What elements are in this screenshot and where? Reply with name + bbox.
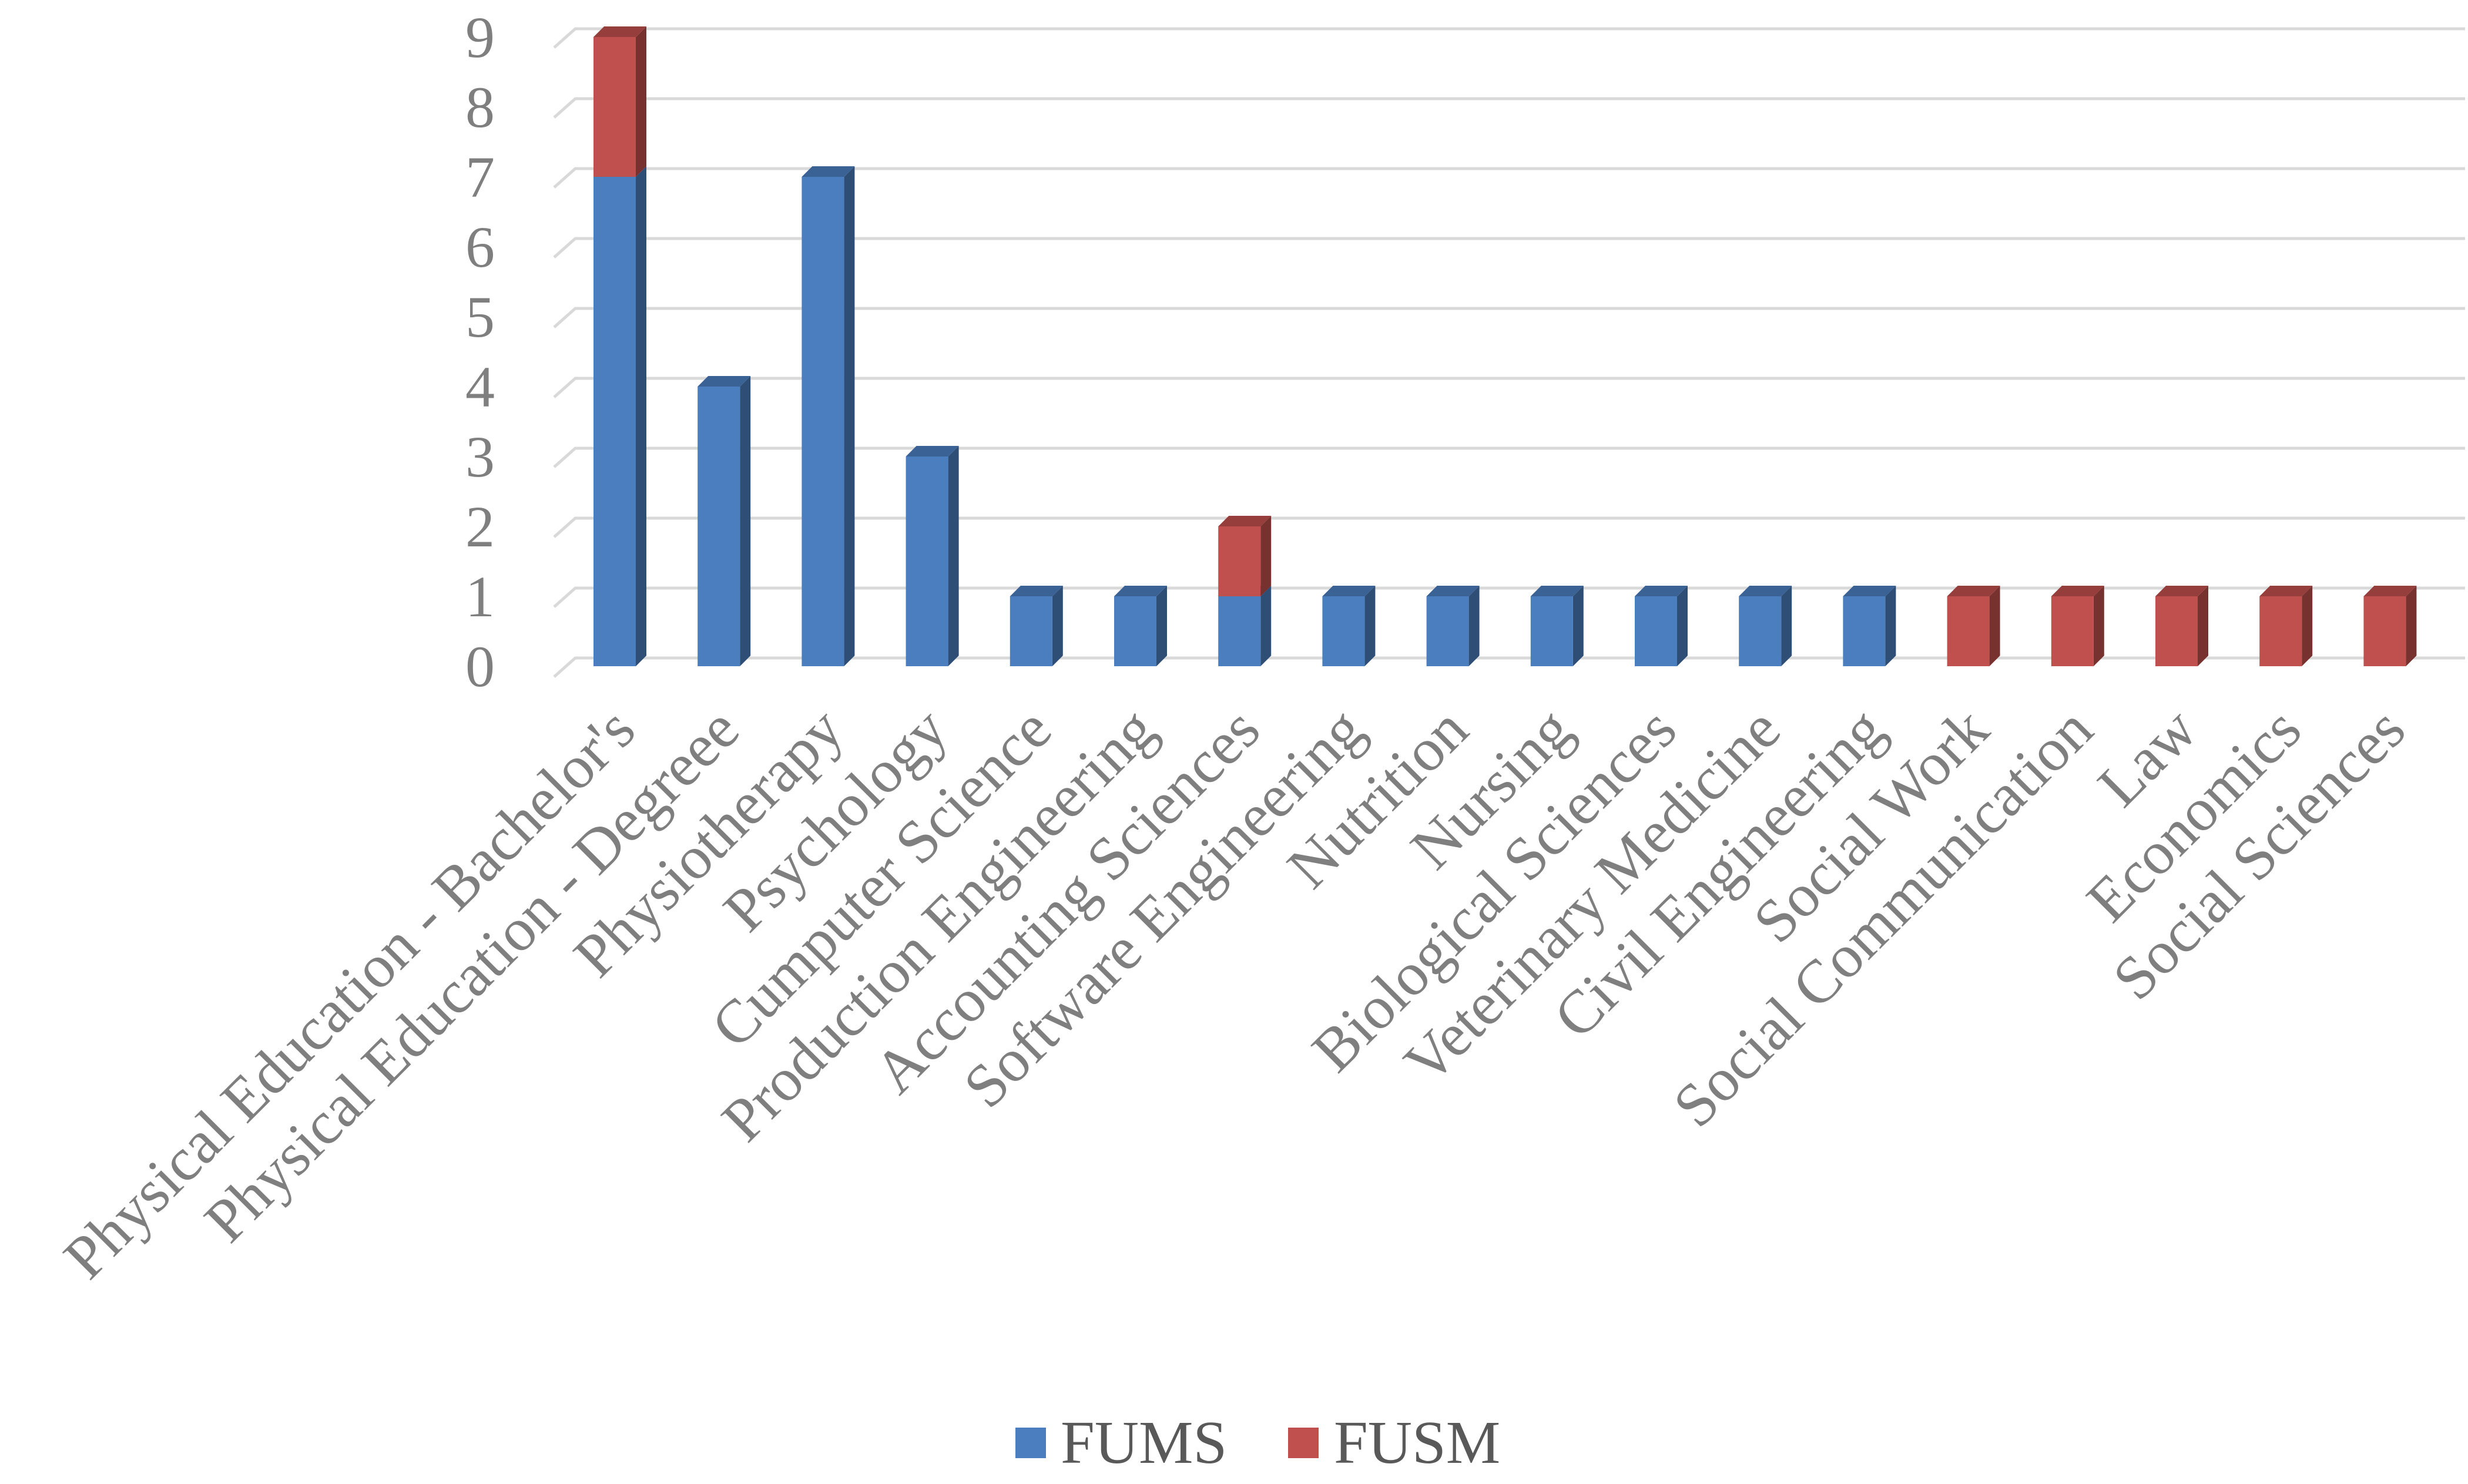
x-category-label: Physical Education - Bachelor's (51, 695, 648, 1292)
gridline (553, 307, 2465, 328)
bar-fums-physical-education-degreee (698, 376, 751, 666)
bar-fums-veterinary-medicine (1739, 586, 1792, 666)
y-tick-label: 7 (465, 145, 495, 210)
y-tick-label: 5 (465, 284, 495, 350)
y-tick-label: 3 (465, 424, 495, 489)
bar-fums-production-engineering (1114, 586, 1167, 666)
gridline (553, 656, 2465, 678)
bar-fusm-economics (2259, 586, 2313, 666)
bar-fusm-social-work (1947, 586, 2000, 666)
x-category-label: Physical Education - Degreee (192, 695, 752, 1255)
bar-fums-civil-engineering (1843, 586, 1896, 666)
bar-fusm-social-communication (2051, 586, 2104, 666)
bar-fums-biological-sciences (1635, 586, 1688, 666)
bar-fums-psychology (906, 446, 959, 666)
bar-fums-cumputer-science (1010, 586, 1063, 666)
gridline (553, 167, 2465, 189)
legend: FUMS FUSM (1015, 1409, 1500, 1476)
x-axis-labels: Physical Education - Bachelor'sPhysical … (51, 695, 2418, 1292)
bar-fusm-accounting-sciences (1218, 516, 1272, 596)
bar-fums-software-engineering (1322, 586, 1376, 666)
y-tick-label: 9 (465, 5, 495, 70)
bar-fums-physical-education-bachelor-s (593, 166, 646, 666)
gridline (553, 377, 2465, 398)
legend-swatch-fusm (1288, 1428, 1319, 1458)
y-tick-label: 2 (465, 494, 495, 559)
bar-fusm-physical-education-bachelor-s (593, 26, 646, 177)
gridline (553, 97, 2465, 119)
gridline (553, 516, 2465, 538)
bar-fums-physiotherapy (802, 166, 855, 666)
y-tick-label: 0 (465, 634, 495, 699)
gridline (553, 586, 2465, 608)
y-tick-label: 8 (465, 75, 495, 140)
y-tick-label: 4 (465, 354, 495, 419)
gridline (553, 237, 2465, 258)
gridline (553, 27, 2465, 49)
bar-fums-nutrition (1426, 586, 1480, 666)
y-tick-label: 6 (465, 214, 495, 280)
bar-fusm-social-sciences (2363, 586, 2417, 666)
legend-label-fums: FUMS (1061, 1409, 1227, 1476)
gridline (553, 446, 2465, 468)
y-tick-label: 1 (465, 564, 495, 629)
bar-fums-nursing (1530, 586, 1584, 666)
bars (593, 26, 2417, 666)
gridlines (553, 27, 2465, 678)
bar-fums-accounting-sciences (1218, 586, 1272, 666)
legend-label-fusm: FUSM (1334, 1409, 1500, 1476)
legend-swatch-fums (1015, 1428, 1046, 1458)
bar-fusm-law (2155, 586, 2208, 666)
